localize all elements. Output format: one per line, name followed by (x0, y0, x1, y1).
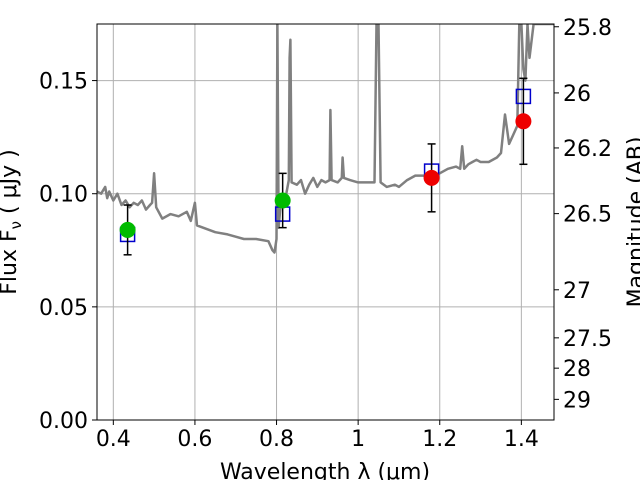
right-tick-label: 27 (563, 279, 591, 304)
photometry-point (274, 192, 291, 209)
x-tick-label: 0.8 (259, 427, 294, 452)
spectrum-line (97, 24, 554, 254)
right-tick-label: 26 (563, 82, 591, 107)
right-tick-label: 25.8 (563, 16, 612, 41)
y-tick-label: 0.00 (39, 409, 88, 434)
y-axis-label-main: Flux F (0, 229, 22, 294)
right-axis-ticks: 25.8 26 26.2 26.5 27 27.5 28 29 (554, 16, 612, 413)
y-axis-label-unit: ( μJy ) (0, 149, 22, 221)
photometry-point (515, 113, 532, 130)
x-tick-label: 0.4 (96, 427, 131, 452)
spectrum (97, 24, 554, 254)
data-points (119, 77, 532, 256)
photometry-point (119, 221, 136, 238)
x-tick-label: 0.6 (177, 427, 212, 452)
x-tick-label: 1.4 (504, 427, 539, 452)
plot-frame (96, 23, 555, 421)
right-axis-label: Magnitude (AB) (624, 137, 640, 308)
y-tick-label: 0.15 (39, 70, 88, 95)
right-tick-label: 27.5 (563, 327, 612, 352)
right-tick-label: 26.5 (563, 203, 612, 228)
grid (97, 24, 554, 421)
x-axis-ticks: 0.4 0.6 0.8 1 1.2 1.4 (96, 420, 539, 452)
y-tick-label: 0.05 (39, 296, 88, 321)
y-axis-label-sub: ν (7, 221, 25, 229)
y-axis-label: Flux Fν ( μJy ) (0, 149, 25, 294)
right-tick-label: 29 (563, 388, 591, 413)
x-tick-label: 1.2 (422, 427, 457, 452)
x-axis-label: Wavelength λ (μm) (220, 460, 430, 480)
y-tick-label: 0.10 (39, 183, 88, 208)
right-tick-label: 26.2 (563, 137, 612, 162)
right-tick-label: 28 (563, 357, 591, 382)
x-tick-label: 1 (351, 427, 365, 452)
y-axis-ticks: 0.00 0.05 0.10 0.15 (39, 70, 97, 434)
photometry-point (423, 169, 440, 186)
